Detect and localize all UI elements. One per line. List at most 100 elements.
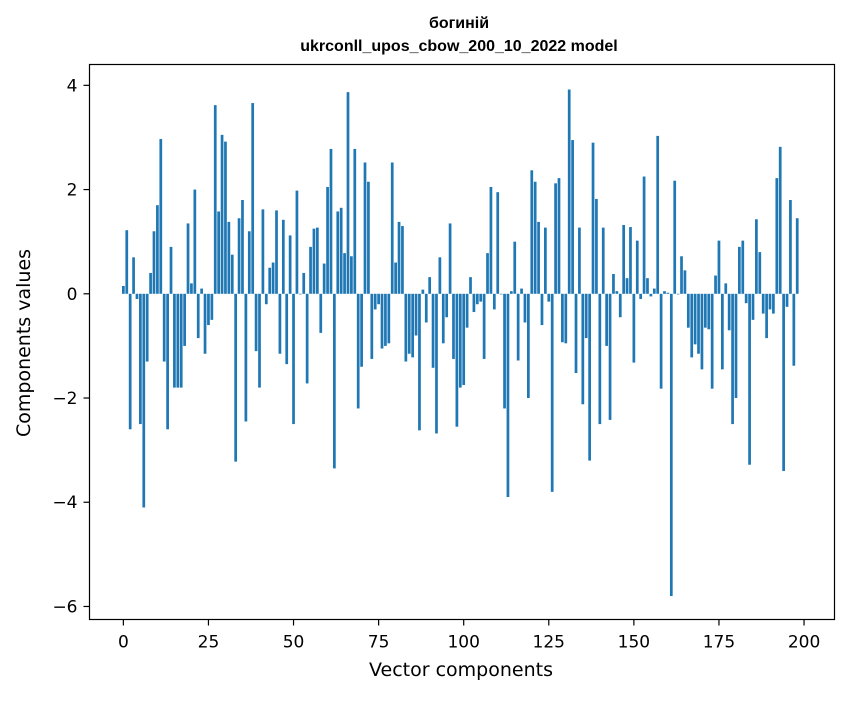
bar [278,293,282,354]
ticks-group: 0 25 50 75 100 125 150 175 200 −6 −4 −2 0 2 4 [52,76,820,652]
bar [132,257,135,294]
bar [479,293,483,302]
bar [472,293,476,313]
bar [605,293,608,346]
bar [128,293,132,430]
bar [339,207,343,294]
bar [509,291,513,294]
bar [190,283,193,294]
bar [738,246,741,294]
bar [642,176,646,294]
bar [557,178,561,294]
bar [530,170,534,294]
bar [200,288,203,294]
bar [329,148,333,294]
bar [506,293,510,498]
bar [690,293,694,358]
bar [503,293,506,409]
bar [571,140,574,294]
bar [540,293,544,326]
y-tick-label: −4 [52,493,77,513]
bar [230,254,234,294]
bar [380,293,384,349]
bar [367,181,370,294]
bar [469,277,472,294]
bar [305,293,309,384]
bar [275,210,278,294]
bar [394,262,397,294]
bar [186,223,190,294]
bar [298,293,302,295]
bar [292,293,295,425]
bar [264,293,268,305]
bar [598,293,602,425]
bar [404,293,408,362]
bar [384,293,387,346]
bar [418,293,421,431]
bar [547,293,551,302]
bar [663,291,666,294]
bar [333,293,336,469]
bar [680,256,683,294]
bar [601,227,605,294]
y-axis-label: Components values [13,249,35,437]
bar [492,293,496,310]
bar [336,211,340,294]
bar [649,293,653,297]
bar [666,292,670,294]
bar [162,293,166,362]
bar [772,293,775,314]
x-axis-label: Vector components [369,659,553,681]
bar [370,293,374,359]
bar [315,227,319,294]
x-tick-label: 125 [533,633,565,653]
bar [686,293,690,328]
bar [639,293,643,300]
bar [247,231,251,294]
bar [785,293,789,307]
bar [401,226,404,294]
bar [458,293,462,388]
bar [513,241,517,294]
y-tick-label: −2 [52,389,77,409]
bar [322,263,326,294]
bar [234,293,238,462]
bar [632,293,636,363]
bar [428,277,432,294]
bar [727,293,731,331]
y-tick-label: 4 [67,76,78,96]
bar [697,293,700,354]
x-tick-label: 175 [703,633,735,653]
bar [710,293,714,389]
y-tick-label: −6 [52,597,77,617]
x-tick-label: 25 [198,633,220,653]
bar [612,273,615,294]
bar [268,267,272,294]
bar [258,293,261,388]
bar [567,89,571,294]
bar [302,272,306,294]
bar [210,293,214,320]
bar [411,293,415,358]
bar [482,293,486,359]
bar [765,293,768,339]
bar [176,293,180,388]
bar [295,190,299,294]
bar [635,240,639,294]
bar [782,293,785,471]
bar [717,240,721,294]
bar [520,288,523,294]
bar [486,253,489,294]
bar [646,278,649,294]
bar [751,293,755,320]
bar [595,198,598,294]
bar [550,293,554,492]
bar [591,142,595,294]
bar [554,183,557,294]
bar [533,181,537,294]
bar [608,293,612,420]
bar [523,293,527,323]
bar [748,293,751,465]
bar [346,92,350,294]
